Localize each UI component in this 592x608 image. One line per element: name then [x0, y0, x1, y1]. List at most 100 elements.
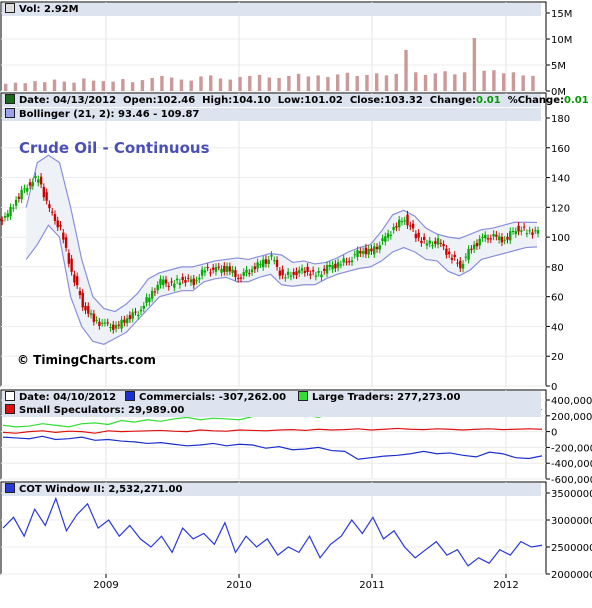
price-candle-body [14, 199, 18, 206]
price-candle-body [392, 227, 395, 231]
volume-bar [531, 75, 535, 91]
price-candle-body [450, 257, 454, 260]
price-candle-body [100, 322, 104, 324]
price-candle-body [184, 280, 187, 283]
price-candle-body [470, 248, 473, 250]
price-candle-body [231, 269, 234, 273]
price-candle-body [239, 277, 243, 279]
cot-date-swatch [5, 391, 15, 401]
volume-bar [4, 83, 8, 91]
price-candle-body [228, 266, 232, 272]
volume-bar [169, 77, 174, 91]
price-candle-body [384, 236, 387, 242]
price-candle-body [467, 248, 470, 260]
price-candle-body [156, 284, 159, 291]
price-candle-body [525, 233, 529, 235]
volume-bar [199, 76, 203, 91]
volume-bar [52, 79, 57, 91]
price-candle-body [292, 272, 295, 275]
volume-bar [13, 82, 18, 91]
y-tick-label-vol-3: 0M [551, 87, 566, 98]
price-candle-body [320, 274, 323, 278]
y-tick-label-cot-2: 0 [551, 428, 557, 439]
price-candle-body [189, 279, 193, 283]
x-axis-label-2009: 2009 [93, 580, 118, 591]
price-change-label: Change: [429, 95, 477, 106]
price-candle-body [353, 254, 356, 256]
volume-bar [101, 81, 106, 91]
volume-bar [248, 75, 252, 91]
price-candle-body [395, 226, 398, 228]
y-tick-label-price-6: 60 [551, 293, 564, 304]
price-candle-body [17, 196, 21, 199]
price-candle-body [311, 270, 315, 272]
price-pct-change-value: 0.01 [564, 95, 589, 106]
price-candle-body [148, 297, 151, 303]
volume-bar [267, 77, 272, 91]
price-chart-title: Crude Oil - Continuous [19, 139, 210, 157]
volume-bar [443, 71, 447, 91]
y-tick-label-cot-1: 200,000 [551, 412, 592, 423]
price-candle-body [256, 262, 259, 269]
price-candle-body [334, 263, 337, 269]
y-tick-label-price-1: 160 [551, 144, 570, 155]
price-candle-body [6, 213, 9, 218]
price-candle-body [495, 234, 498, 237]
price-candle-body [420, 240, 423, 244]
volume-bar [43, 82, 47, 91]
price-candle-body [0, 218, 1, 221]
price-candle-body [137, 314, 140, 317]
price-candle-body [309, 274, 312, 276]
bollinger-lower-line [25, 224, 538, 345]
price-candle-body [95, 319, 98, 321]
volume-bar [179, 79, 184, 91]
price-candle-body [3, 216, 7, 218]
volume-bar [91, 80, 96, 91]
volume-bar [287, 75, 291, 91]
price-candle-body [298, 270, 301, 274]
price-candle-body [492, 233, 495, 237]
price-open: Open:102.46 [123, 95, 196, 106]
price-candle-body [509, 231, 512, 241]
price-candle-body [381, 238, 384, 242]
y-tick-label-cot-0: 400,000 [551, 396, 592, 407]
x-axis-label-2011: 2011 [359, 580, 384, 591]
price-candle-body [248, 272, 251, 274]
y-tick-label-win-3: 2000000 [551, 570, 592, 581]
price-candle-body [12, 207, 15, 209]
price-candle-body [98, 321, 101, 326]
price-candle-body [295, 271, 298, 276]
cot-large-traders: Large Traders: 277,273.00 [312, 392, 461, 403]
y-tick-label-win-1: 3000000 [551, 516, 592, 527]
price-candle-body [517, 225, 520, 232]
panel-frame-win [0, 481, 547, 575]
price-candle-body [303, 270, 307, 273]
cot-date-item: Date: 04/10/2012 [5, 391, 116, 404]
price-candle-body [9, 207, 12, 217]
price-candle-body [481, 237, 484, 239]
volume-bar [296, 73, 301, 91]
small-specs-swatch [5, 404, 15, 414]
price-candle-body [300, 268, 304, 271]
price-candle-body [367, 249, 370, 255]
cot-commercials-item: Commercials: -307,262.00 [125, 391, 286, 404]
price-candle-body [514, 231, 517, 235]
y-tick-label-price-2: 140 [551, 174, 570, 185]
price-candle-body [209, 272, 212, 274]
large-traders-swatch [298, 391, 308, 401]
volume-bar [23, 83, 27, 91]
price-candle-body [192, 278, 195, 286]
volume-bar [492, 70, 496, 91]
price-candle-body [325, 265, 329, 274]
price-candle-body [361, 251, 365, 254]
bollinger-legend-text: Bollinger (21, 2): 93.46 - 109.87 [19, 109, 200, 120]
price-candle-body [128, 315, 132, 320]
cot-window-text: COT Window II: 2,532,271.00 [19, 484, 183, 495]
volume-bar [238, 76, 242, 91]
price-candle-body [234, 270, 237, 277]
price-candle-body [323, 268, 326, 271]
volume-legend: Vol: 2.92M [2, 3, 541, 16]
price-candle-body [472, 244, 476, 250]
price-candle-body [178, 282, 182, 285]
